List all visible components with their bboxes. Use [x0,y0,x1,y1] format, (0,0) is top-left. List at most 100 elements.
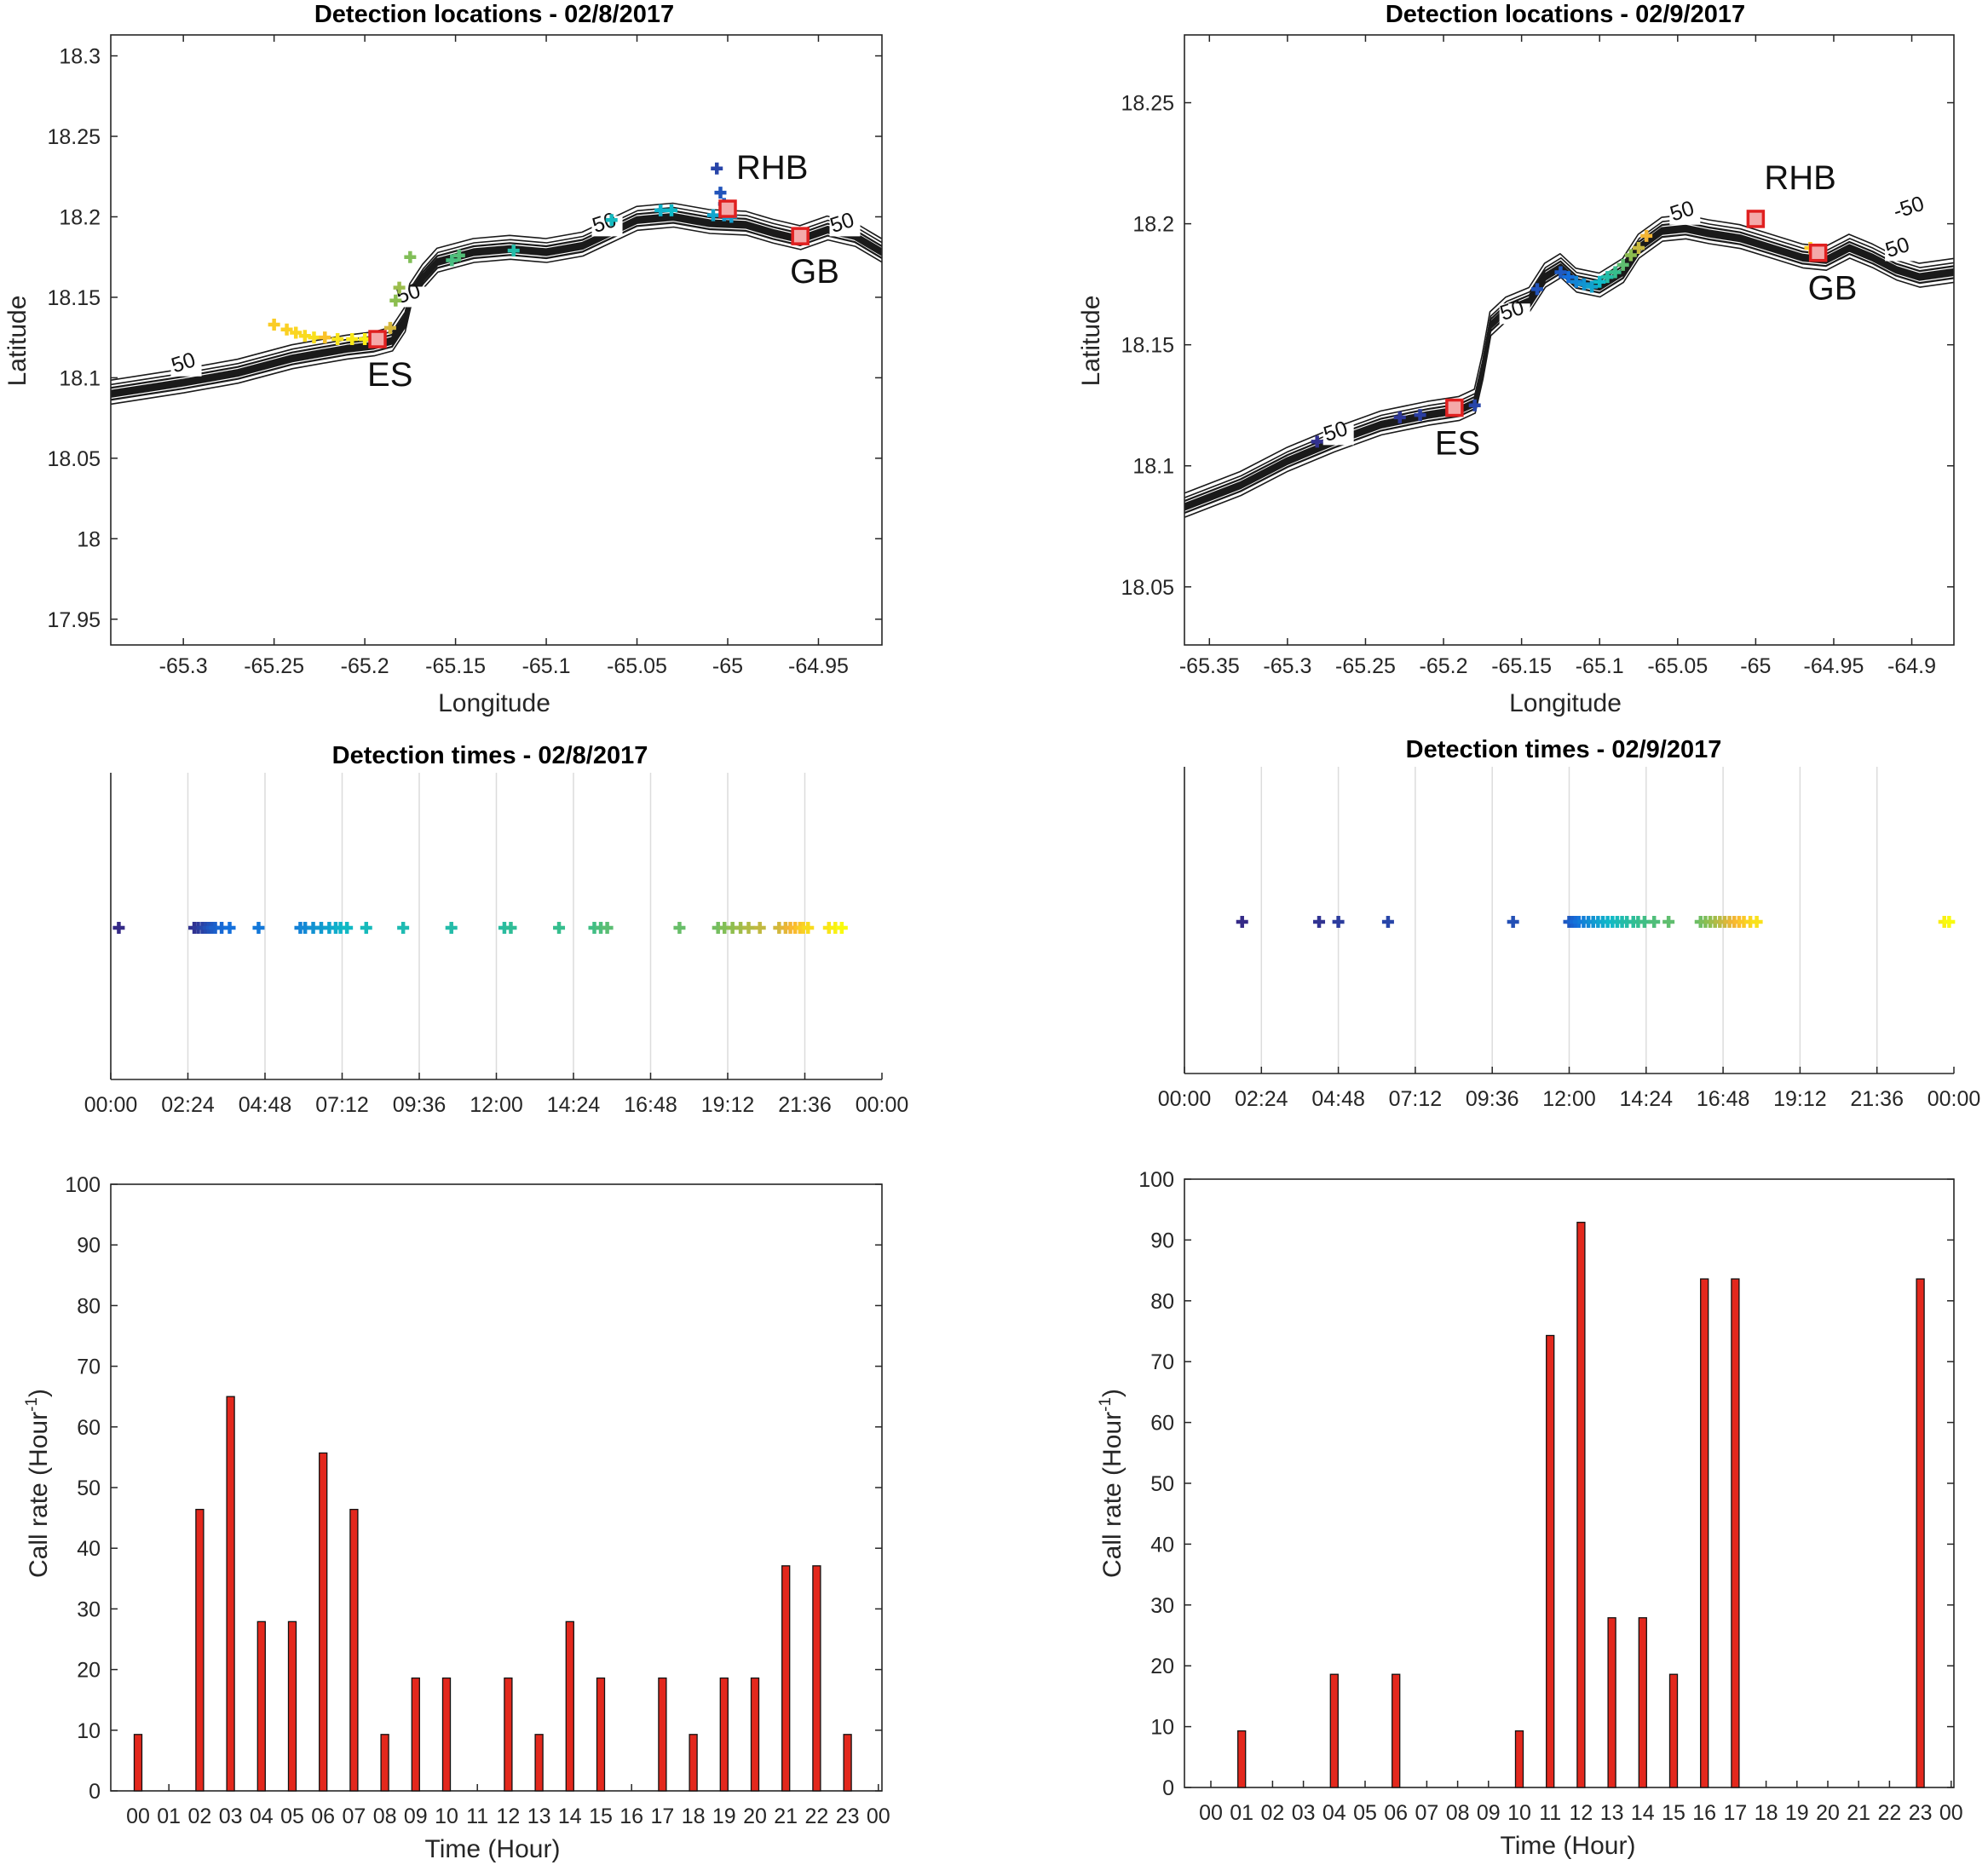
map1-detection-marker [452,249,465,262]
rate-ylabel-close-feb9: ) [1098,1389,1127,1397]
map1-detection-marker [319,331,331,344]
map1-ytick-label: 18.1 [59,366,101,390]
times2-xtick-label: 07:12 [1389,1087,1443,1111]
times2-xtick-label: 16:48 [1697,1087,1750,1111]
rate1-bar [133,1734,143,1792]
rate2-bar [1700,1278,1709,1788]
map2-contour-label-bg [1893,201,1936,222]
map2-detection-marker [1468,399,1481,412]
times1-xtick-label: 07:12 [315,1093,369,1117]
map2-detection-marker [1624,249,1637,262]
rate1-xtick-label: 01 [157,1805,181,1828]
map2-contour-label-bg [1885,240,1916,262]
map2-contour-line [1184,233,1954,515]
rate2-bar [1731,1278,1740,1788]
rate2-xtick-label: 21 [1847,1801,1870,1825]
map2-site-label: RHB [1764,159,1835,197]
map1-contour-line [111,202,882,382]
map1-detection-marker [346,333,359,346]
map-xlabel-feb9: Longitude [1509,689,1622,717]
rate1-ytick-label: 20 [77,1659,101,1683]
map1-ytick-label: 18.3 [59,45,101,69]
times1-time-marker [504,922,517,934]
rate1-xtick-label: 07 [342,1805,366,1828]
map2-site-marker [1746,210,1766,228]
rate1-bar [750,1677,760,1792]
map1-contour-label-bg [170,355,202,377]
rate1-bar [441,1677,452,1792]
times1-xtick-label: 04:48 [239,1093,292,1117]
rate1-ytick-label: 100 [65,1173,101,1197]
map1-contour-label-bg [829,216,861,237]
times1-time-marker [742,922,755,934]
map1-xtick-label: -65.2 [341,654,389,678]
map1-contour-line [111,212,882,393]
times2-time-marker [1313,916,1326,928]
times1-xtick-label: 12:00 [470,1093,523,1117]
rate2-ytick-label: 80 [1150,1290,1174,1314]
rate1-bar [349,1508,359,1792]
rate1-xtick-label: 11 [466,1805,488,1828]
rate2-xtick-label: 23 [1909,1801,1933,1825]
rate-ylabel-feb9: Call rate (Hour-1) [1097,1389,1127,1578]
map1-detection-marker [654,204,667,216]
times1-xtick-label: 21:36 [778,1093,832,1117]
rate2-xtick-label: 04 [1322,1801,1346,1825]
rate1-xtick-label: 04 [250,1805,274,1828]
rate1-ytick-label: 30 [77,1597,101,1621]
rate1-xtick-label: 02 [187,1805,211,1828]
map1-detection-marker [331,333,344,346]
map2-contour-line [1184,214,1954,494]
map1-detection-marker [711,162,723,175]
times1-time-marker [553,922,566,934]
rate1-bar [195,1508,205,1792]
rate2-xtick-label: 10 [1507,1801,1531,1825]
map1-xtick-label: -65 [712,654,743,678]
rate2-xtick-label: 11 [1539,1801,1561,1825]
times1-xtick-label: 14:24 [547,1093,601,1117]
rate1-bar [411,1677,420,1792]
times1-time-marker [802,922,815,934]
times2-xtick-label: 09:36 [1466,1087,1519,1111]
rate1-bar [287,1620,297,1792]
map2-detection-marker [1562,271,1575,284]
rate1-xtick-label: 18 [682,1805,706,1828]
rate1-ytick-label: 0 [89,1780,101,1804]
map2-xtick-label: -65.2 [1420,654,1468,678]
rate-ylabel-sup-feb9: -1 [1097,1397,1115,1412]
rate2-xtick-label: 19 [1785,1801,1809,1825]
map2-site-label: ES [1435,425,1480,463]
rate1-xtick-label: 09 [404,1805,428,1828]
map1-detection-marker [389,294,402,307]
rate1-xtick-label: 15 [589,1805,613,1828]
map2-xtick-label: -64.95 [1804,654,1864,678]
map2-detection-marker [1601,271,1614,284]
rate1-bar [256,1620,266,1792]
map1-xtick-label: -65.25 [244,654,304,678]
map-title-feb8: Detection locations - 02/8/2017 [314,1,674,28]
times2-xtick-label: 04:48 [1311,1087,1365,1111]
rate-ylabel-feb8: Call rate (Hour-1) [23,1389,53,1578]
map2-detection-marker [1633,242,1645,255]
times2-xtick-label: 00:00 [1158,1087,1212,1111]
map1-contour-line [111,210,882,389]
rate-xlabel-feb9: Time (Hour) [1501,1832,1636,1860]
map2-detection-marker [1554,266,1567,279]
rate2-xtick-label: 06 [1384,1801,1408,1825]
map2-xtick-label: -64.9 [1887,654,1936,678]
rate1-bar [565,1620,574,1792]
map2-ytick-label: 18.05 [1121,576,1174,600]
map1-xtick-label: -65.15 [425,654,486,678]
rate2-xtick-label: 08 [1446,1801,1470,1825]
map2-contour-line [1184,218,1954,498]
rate1-xtick-label: 14 [558,1805,582,1828]
rate2-xtick-label: 18 [1755,1801,1778,1825]
map1-site-marker [718,199,737,218]
map2-contour-label-bg [1669,204,1701,225]
rate2-bar [1329,1673,1339,1788]
times2-xtick-label: 12:00 [1542,1087,1596,1111]
map2-site-label: GB [1808,270,1858,308]
map1-ytick-label: 18.25 [47,125,101,149]
rate1-bar [658,1677,667,1792]
map1-contour-line [111,222,882,401]
